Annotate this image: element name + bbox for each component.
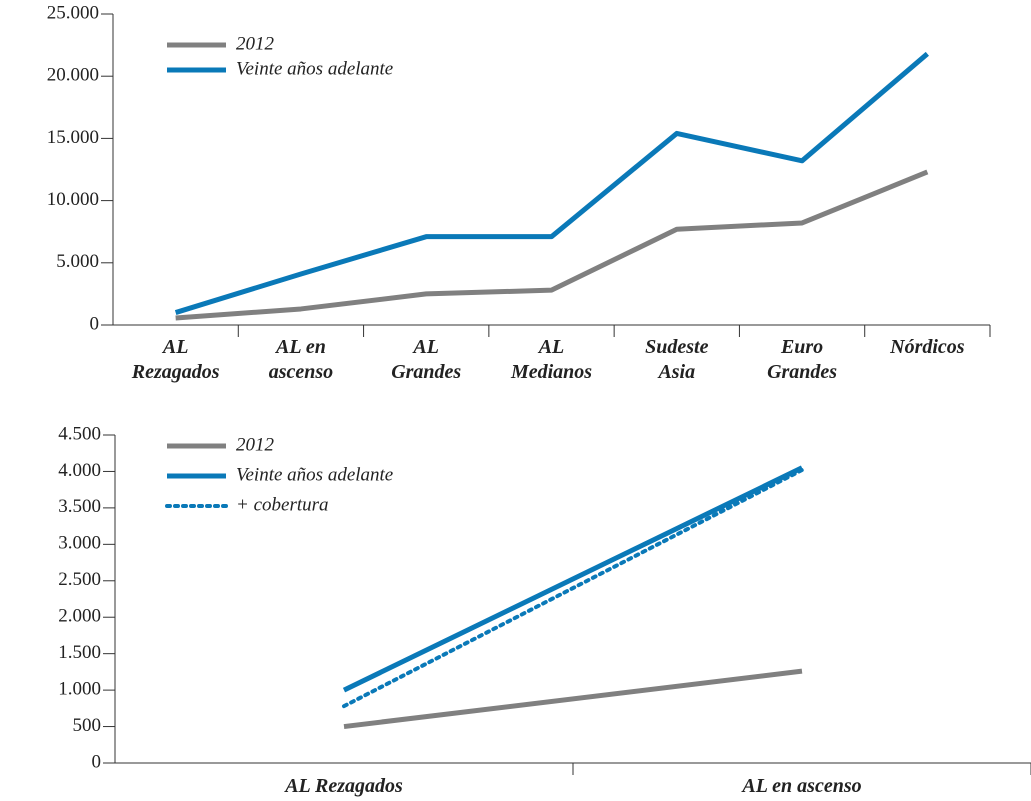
series-line xyxy=(343,668,803,730)
y-tick-label: 5.000 xyxy=(56,251,99,272)
x-tick-label: AL Medianos xyxy=(510,336,592,383)
x-tick-label: AL Rezagados xyxy=(131,336,220,383)
y-tick-label: 15.000 xyxy=(47,127,99,148)
series-line xyxy=(342,465,804,693)
y-tick-label: 1.000 xyxy=(58,678,101,699)
x-tick-label: Euro Grandes xyxy=(767,336,837,383)
legend-label: Veinte años adelante xyxy=(236,464,393,485)
y-tick-label: 25.000 xyxy=(47,2,99,23)
y-tick-label: 2.000 xyxy=(58,606,101,627)
x-tick-label: AL Grandes xyxy=(391,336,461,383)
series-line xyxy=(175,169,929,321)
legend-label: 2012 xyxy=(236,33,275,54)
legend-label: + cobertura xyxy=(236,494,329,515)
legend-label: 2012 xyxy=(236,434,275,455)
series-line xyxy=(342,467,804,709)
y-tick-label: 4.000 xyxy=(58,460,101,481)
y-tick-label: 4.500 xyxy=(58,423,101,444)
y-tick-label: 3.000 xyxy=(58,533,101,554)
y-tick-label: 1.500 xyxy=(58,642,101,663)
y-tick-label: 0 xyxy=(90,313,100,334)
y-tick-label: 2.500 xyxy=(58,569,101,590)
y-tick-label: 500 xyxy=(73,715,102,736)
y-tick-label: 20.000 xyxy=(47,65,99,86)
series-line xyxy=(174,51,929,315)
y-tick-label: 0 xyxy=(92,751,102,772)
x-tick-label: Nórdicos xyxy=(889,336,965,358)
x-tick-label: AL en ascenso xyxy=(740,775,861,797)
x-tick-label: AL en ascenso xyxy=(269,336,333,383)
legend-label: Veinte años adelante xyxy=(236,58,393,79)
x-tick-label: Sudeste Asia xyxy=(645,336,708,383)
x-tick-label: AL Rezagados xyxy=(283,775,403,797)
y-tick-label: 10.000 xyxy=(47,189,99,210)
y-tick-label: 3.500 xyxy=(58,496,101,517)
